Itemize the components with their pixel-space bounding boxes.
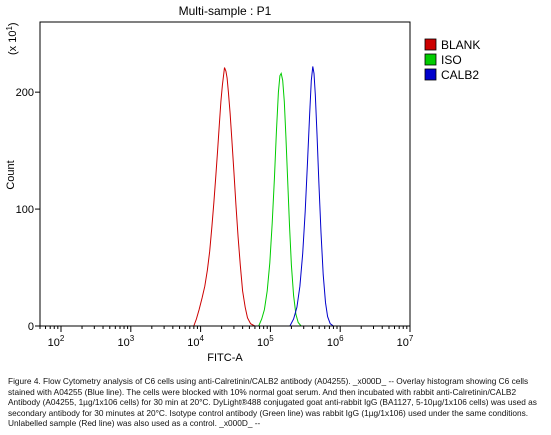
x-tick-base: 10 [48, 337, 60, 349]
y-tick-label: 200 [16, 87, 34, 99]
x-tick-label: 106 [327, 334, 344, 349]
y-multiplier-close: ) [7, 22, 19, 26]
x-tick-exponent: 7 [409, 334, 414, 343]
x-tick-label: 102 [48, 334, 65, 349]
x-tick-label: 105 [257, 334, 274, 349]
x-tick-label: 103 [117, 334, 134, 349]
plot-frame [39, 21, 411, 327]
x-tick-exponent: 2 [60, 334, 65, 343]
x-tick-label: 104 [187, 334, 204, 349]
series-line-iso [258, 71, 302, 327]
x-axis-label: FITC-A [207, 352, 243, 364]
x-axis: 102 103 104 105 106 107 [39, 326, 414, 349]
x-tick-base: 10 [327, 337, 339, 349]
legend-swatch-calb2 [424, 68, 437, 81]
y-tick-label: 0 [28, 321, 34, 333]
x-tick-base: 10 [257, 337, 269, 349]
flow-cytometry-histogram: Multi-sample : P1 (x 101) Count 0100200 … [5, 4, 480, 364]
plot-area [193, 66, 334, 327]
x-tick-exponent: 4 [200, 334, 205, 343]
series-line-calb2 [289, 66, 334, 327]
legend-label-blank: BLANK [441, 38, 480, 52]
legend-swatch-iso [424, 53, 437, 66]
x-tick-base: 10 [397, 337, 409, 349]
y-tick-label: 100 [16, 204, 34, 216]
y-multiplier-base: (x 10 [7, 31, 19, 55]
legend-swatch-blank [424, 38, 437, 51]
figure-caption: Figure 4. Flow Cytometry analysis of C6 … [8, 376, 537, 429]
chart-title: Multi-sample : P1 [179, 4, 272, 18]
x-tick-exponent: 3 [130, 334, 135, 343]
y-axis-label: Count [5, 160, 17, 189]
y-multiplier-label: (x 101) [5, 22, 19, 55]
y-multiplier-exponent: 1 [5, 26, 14, 31]
x-tick-exponent: 6 [339, 334, 344, 343]
series-line-blank [193, 67, 256, 327]
x-tick-base: 10 [117, 337, 129, 349]
x-tick-exponent: 5 [269, 334, 274, 343]
x-tick-label: 107 [397, 334, 414, 349]
legend-label-iso: ISO [441, 53, 462, 67]
y-axis: 0 100 200 [16, 87, 40, 333]
legend-label-calb2: CALB2 [441, 68, 479, 82]
x-tick-base: 10 [187, 337, 199, 349]
